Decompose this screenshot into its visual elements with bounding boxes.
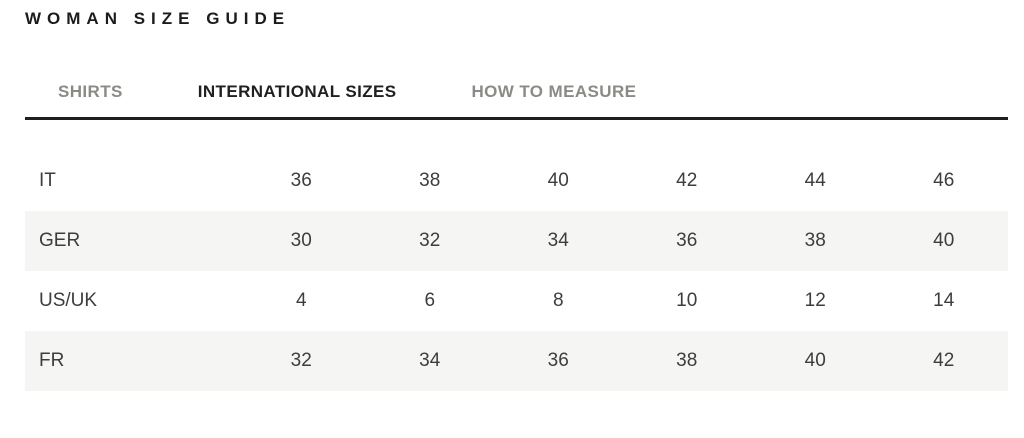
size-cell: 12 bbox=[804, 290, 826, 311]
size-cell: 32 bbox=[290, 350, 312, 371]
size-cell: 36 bbox=[676, 230, 698, 251]
table-row-fr: FR 32 34 36 38 40 42 bbox=[25, 331, 1008, 391]
table-row-it: IT 36 38 40 42 44 46 bbox=[25, 151, 1008, 211]
tab-international-sizes[interactable]: INTERNATIONAL SIZES bbox=[197, 82, 397, 101]
row-label: IT bbox=[39, 170, 56, 191]
size-cell: 38 bbox=[804, 230, 826, 251]
size-cell: 36 bbox=[547, 350, 569, 371]
size-cell: 34 bbox=[547, 230, 569, 251]
row-label: FR bbox=[39, 350, 65, 371]
page-title: WOMAN SIZE GUIDE bbox=[25, 9, 291, 28]
size-cell: 36 bbox=[290, 170, 312, 191]
tab-how-to-measure[interactable]: HOW TO MEASURE bbox=[471, 82, 637, 101]
size-cell: 38 bbox=[419, 170, 441, 191]
size-cell: 34 bbox=[419, 350, 441, 371]
tab-bar: SHIRTS INTERNATIONAL SIZES HOW TO MEASUR… bbox=[25, 83, 1008, 101]
size-cell: 42 bbox=[933, 350, 955, 371]
size-cell: 32 bbox=[419, 230, 441, 251]
size-cell: 38 bbox=[676, 350, 698, 371]
tab-shirts[interactable]: SHIRTS bbox=[58, 82, 123, 101]
size-guide-panel: WOMAN SIZE GUIDE SHIRTS INTERNATIONAL SI… bbox=[25, 9, 1008, 391]
size-cell: 10 bbox=[676, 290, 698, 311]
row-label: US/UK bbox=[39, 290, 98, 311]
size-cell: 40 bbox=[804, 350, 826, 371]
tab-bar-divider bbox=[25, 117, 1008, 120]
size-cell: 14 bbox=[933, 290, 955, 311]
table-row-ger: GER 30 32 34 36 38 40 bbox=[25, 211, 1008, 271]
row-label: GER bbox=[39, 230, 81, 251]
size-cell: 46 bbox=[933, 170, 955, 191]
size-cell: 6 bbox=[424, 290, 436, 311]
size-cell: 30 bbox=[290, 230, 312, 251]
size-cell: 40 bbox=[547, 170, 569, 191]
size-cell: 4 bbox=[295, 290, 307, 311]
size-cell: 42 bbox=[676, 170, 698, 191]
size-table: IT 36 38 40 42 44 46 GER 30 32 34 36 38 … bbox=[25, 151, 1008, 391]
table-row-usuk: US/UK 4 6 8 10 12 14 bbox=[25, 271, 1008, 331]
size-cell: 44 bbox=[804, 170, 826, 191]
size-cell: 40 bbox=[933, 230, 955, 251]
size-cell: 8 bbox=[552, 290, 564, 311]
